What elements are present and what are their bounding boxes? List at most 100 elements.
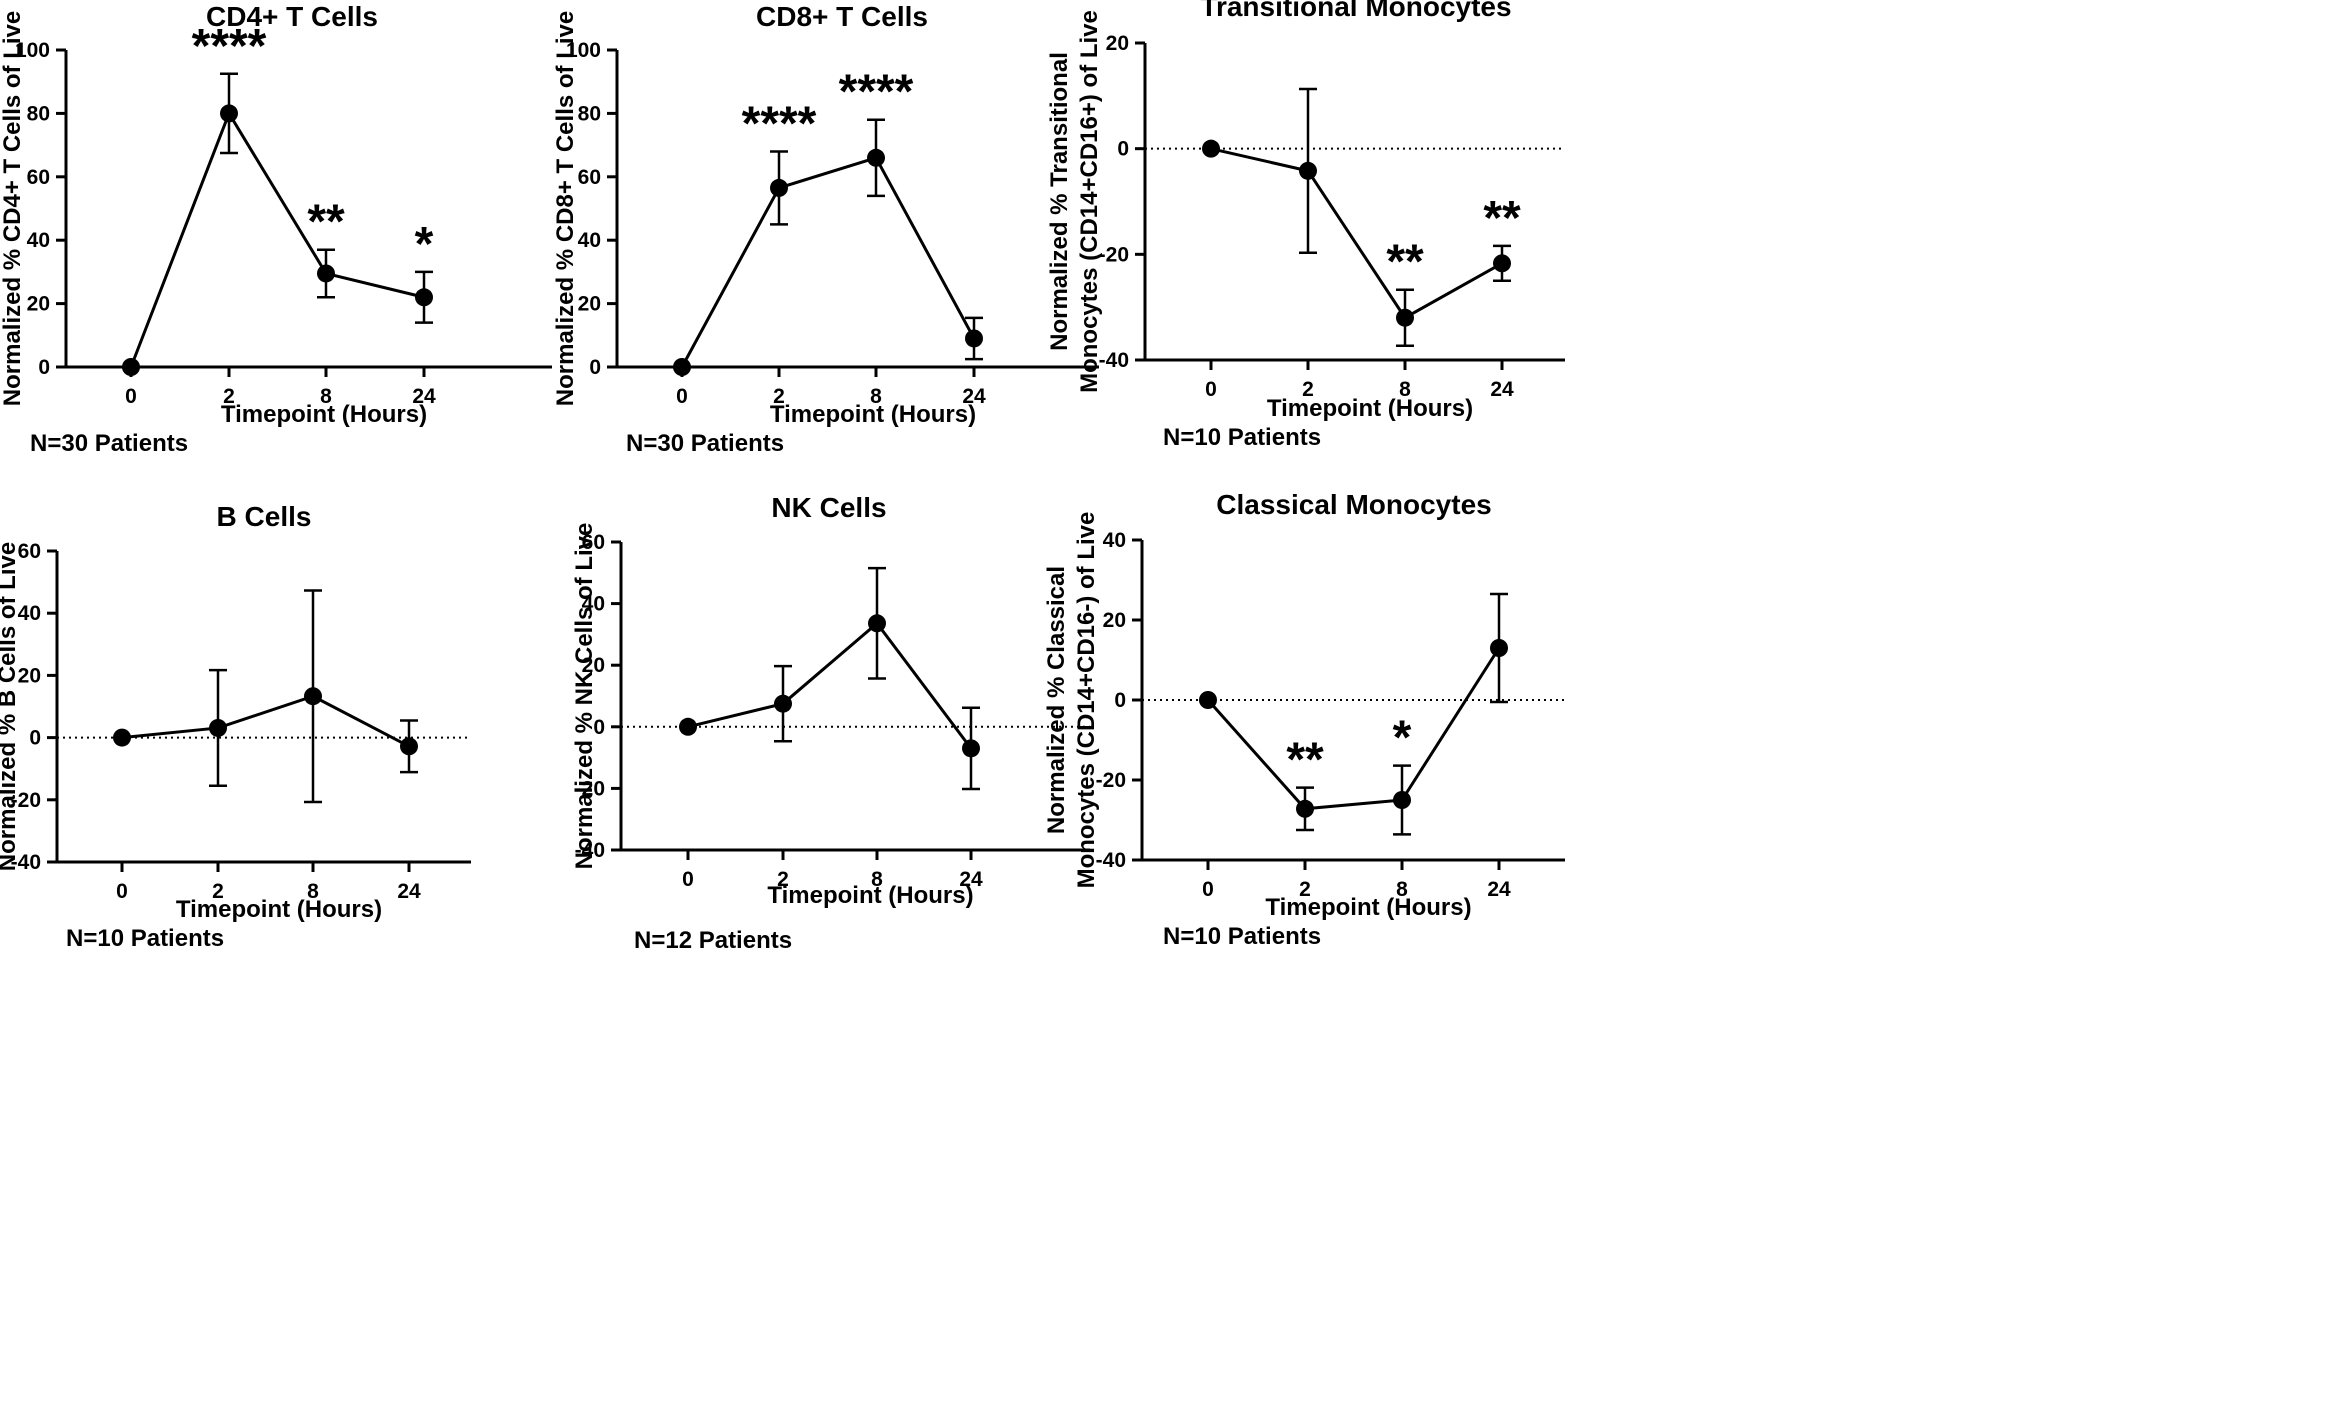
data-point [400,737,418,756]
data-point [962,739,980,758]
y-tick-label: 60 [27,166,50,189]
series-line [680,155,976,368]
significance-marker: ** [307,196,345,249]
significance-marker: ** [1286,734,1324,787]
y-axis-label: Normalized % Classical Monocytes (CD14+CD… [1043,512,1100,889]
y-tick-label: 40 [578,229,601,252]
panel-bcells: B Cells -40 -20 0 20 40 60 0 2 8 24 Timepoint (Hour… [0,501,471,952]
series-line [1210,147,1503,320]
sample-size-note: N=10 Patients [66,925,224,952]
y-tick-label: 100 [15,39,50,62]
data-point [1393,791,1411,809]
data-point [1202,139,1220,158]
sample-size-note: N=10 Patients [1163,424,1321,451]
series-line [129,110,425,368]
significance-marker: **** [192,20,267,73]
significance-marker: **** [839,66,914,119]
y-tick-label: 0 [1114,689,1126,712]
y-tick-label: 0 [38,356,50,379]
data-point [220,104,238,123]
x-axis-label: Timepoint (Hours) [1265,894,1471,921]
y-tick-label: 100 [566,39,601,62]
x-tick-label: 24 [1487,878,1511,901]
x-tick-label: 8 [1396,878,1408,901]
y-tick-label: 20 [18,664,41,687]
panel-title: Classical Monocytes [1216,489,1491,520]
x-axis-label: Timepoint (Hours) [176,896,382,923]
y-tick-label: 0 [589,356,601,379]
significance-marker: * [1393,712,1412,765]
data-point [868,614,886,633]
y-tick-label: -40 [1099,349,1129,372]
data-point [867,148,885,167]
series-line [1206,647,1501,811]
x-tick-label: 0 [676,385,688,408]
y-tick-label: -40 [1096,849,1126,872]
panel-title: NK Cells [771,492,886,523]
data-point [1396,308,1414,327]
x-tick-label: 24 [959,868,983,891]
data-point [317,264,335,283]
y-axis-label: Normalized % CD4+ T Cells of Live [0,11,26,406]
data-point [1299,161,1317,180]
x-tick-label: 2 [1302,378,1314,401]
panel-title: Transitional Monocytes [1200,0,1511,22]
y-tick-label: -20 [1099,243,1129,266]
y-tick-label: 20 [578,293,601,316]
y-tick-label: 80 [578,102,601,125]
significance-marker: ** [1386,236,1424,289]
significance-marker: * [415,218,434,271]
y-tick-label: 20 [27,293,50,316]
y-tick-label: 20 [1103,609,1126,632]
y-axis-label: Normalized % Transitional Monocytes (CD14… [1046,10,1103,393]
panel-transitional: Transitional Monocytes -40 -20 0 20 0 2 8 24 Time… [1046,0,1565,451]
x-tick-label: 24 [1490,378,1514,401]
x-tick-label: 8 [307,880,319,903]
series-line [121,694,410,748]
sample-size-note: N=10 Patients [1163,923,1321,950]
data-point [1493,254,1511,273]
panel-title: CD8+ T Cells [756,1,928,32]
data-point [770,178,788,197]
data-point [965,329,983,348]
y-tick-label: 60 [582,531,605,554]
panel-title: CD4+ T Cells [206,1,378,32]
y-axis-label-line: Monocytes (CD14+CD16-) of Live [1073,512,1100,889]
x-tick-label: 2 [773,385,785,408]
data-point [304,687,322,706]
y-tick-label: 0 [29,727,41,750]
x-tick-label: 0 [1205,378,1217,401]
data-point [415,288,433,307]
y-axis-label: Normalized % NK Cells of Live [571,523,598,870]
data-point [774,694,792,713]
y-axis-label-line: Monocytes (CD14+CD16+) of Live [1076,10,1103,393]
x-tick-label: 24 [962,385,986,408]
y-tick-label: 40 [27,229,50,252]
data-point [209,718,227,737]
y-tick-label: 40 [18,602,41,625]
x-tick-label: 0 [1202,878,1214,901]
x-axis-label: Timepoint (Hours) [1267,395,1473,422]
data-point [1199,691,1217,709]
y-tick-label: 20 [582,654,605,677]
data-point [1296,799,1314,818]
series-line [687,621,973,750]
x-tick-label: 24 [412,385,436,408]
y-tick-label: 40 [1103,529,1126,552]
panel-classical: Classical Monocytes -40 -20 0 20 40 0 2 8 24 Timep… [1043,489,1565,950]
x-axis-label: Timepoint (Hours) [221,401,427,428]
y-axis-label-line: Normalized % Classical [1043,566,1070,834]
x-tick-label: 0 [125,385,137,408]
x-tick-label: 24 [397,880,421,903]
x-tick-label: 0 [116,880,128,903]
y-tick-label: 0 [593,716,605,739]
significance-marker: ** [1483,192,1521,245]
y-axis-label-line: Normalized % Transitional [1046,52,1073,351]
x-axis-label: Timepoint (Hours) [770,401,976,428]
y-tick-label: 60 [578,166,601,189]
x-tick-label: 2 [212,880,224,903]
